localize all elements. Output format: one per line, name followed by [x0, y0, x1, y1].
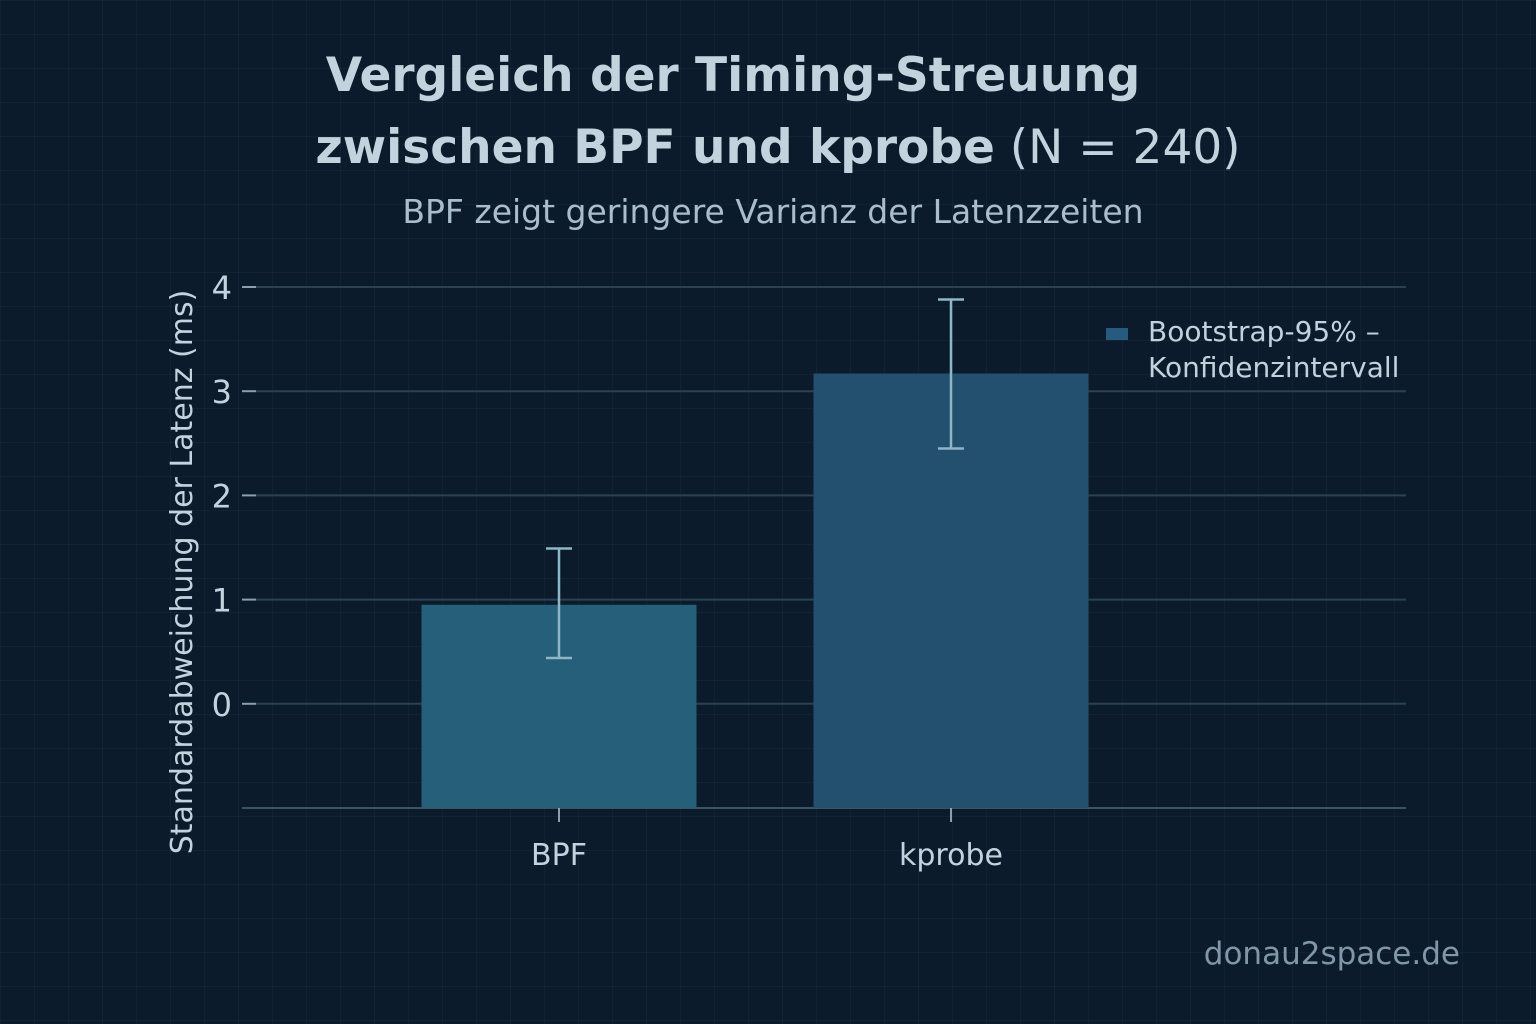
legend-label-line2: Konfidenzintervall: [1148, 351, 1400, 384]
chart-title-sample-size: (N = 240): [994, 120, 1241, 175]
chart-subtitle: BPF zeigt geringere Varianz der Latenzze…: [402, 192, 1144, 231]
y-tick-label: 2: [212, 477, 232, 515]
chart-title-line1: Vergleich der Timing-Streuung: [325, 48, 1141, 103]
y-tick-label: 4: [212, 269, 232, 307]
y-tick-label: 3: [212, 373, 232, 411]
watermark: donau2space.de: [1203, 936, 1460, 972]
y-axis-label: Standardabweichung der Latenz (ms): [165, 290, 200, 855]
legend-swatch: [1106, 328, 1128, 340]
legend-label: Bootstrap-95% – Konfidenzintervall: [1148, 314, 1448, 386]
chart-title-line2: zwischen BPF und kprobe (N = 240): [0, 112, 1536, 184]
chart-title: Vergleich der Timing-Streuung zwischen B…: [0, 40, 1536, 184]
y-tick-label: 1: [212, 582, 232, 620]
x-tick-label: BPF: [531, 838, 587, 873]
x-tick-label: kprobe: [899, 838, 1003, 873]
legend-label-line1: Bootstrap-95% –: [1148, 315, 1380, 348]
y-tick-label: 0: [212, 686, 232, 724]
chart-legend: Bootstrap-95% – Konfidenzintervall: [1106, 314, 1448, 386]
chart-title-line2-main: zwischen BPF und kprobe: [315, 120, 995, 175]
